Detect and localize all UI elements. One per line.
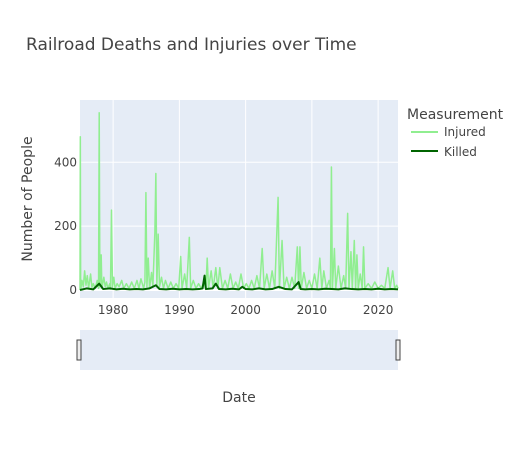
range-slider-background	[80, 330, 398, 370]
legend-item-killed[interactable]: Killed	[411, 145, 477, 159]
x-tick-label: 1980	[98, 303, 129, 317]
y-tick-label: 400	[54, 155, 77, 169]
x-tick-label: 2020	[363, 303, 394, 317]
y-tick-label: 200	[54, 219, 77, 233]
x-tick-label: 2000	[230, 303, 261, 317]
y-axis-title: Number of People	[20, 136, 36, 261]
x-tick-label: 2010	[297, 303, 328, 317]
y-axis-ticks: 0 200 400	[54, 155, 77, 297]
legend-title: Measurement	[407, 107, 504, 123]
x-axis-ticks: 1980 1990 2000 2010 2020	[98, 303, 394, 317]
plot-area	[79, 100, 399, 298]
chart-title: Railroad Deaths and Injuries over Time	[26, 35, 357, 55]
x-tick-label: 1990	[164, 303, 195, 317]
y-tick-label: 0	[69, 283, 77, 297]
legend-label-killed: Killed	[444, 145, 477, 159]
legend-label-injured: Injured	[444, 125, 486, 139]
range-slider-right-handle[interactable]	[395, 339, 401, 361]
range-slider-left-handle[interactable]	[76, 339, 82, 361]
series-line-killed[interactable]	[79, 274, 399, 291]
legend: Measurement Injured Killed	[407, 107, 504, 159]
x-axis-title: Date	[222, 390, 255, 406]
plot-background	[80, 100, 398, 298]
legend-item-injured[interactable]: Injured	[411, 125, 486, 139]
range-slider[interactable]	[76, 330, 401, 370]
series-layer	[79, 112, 399, 291]
